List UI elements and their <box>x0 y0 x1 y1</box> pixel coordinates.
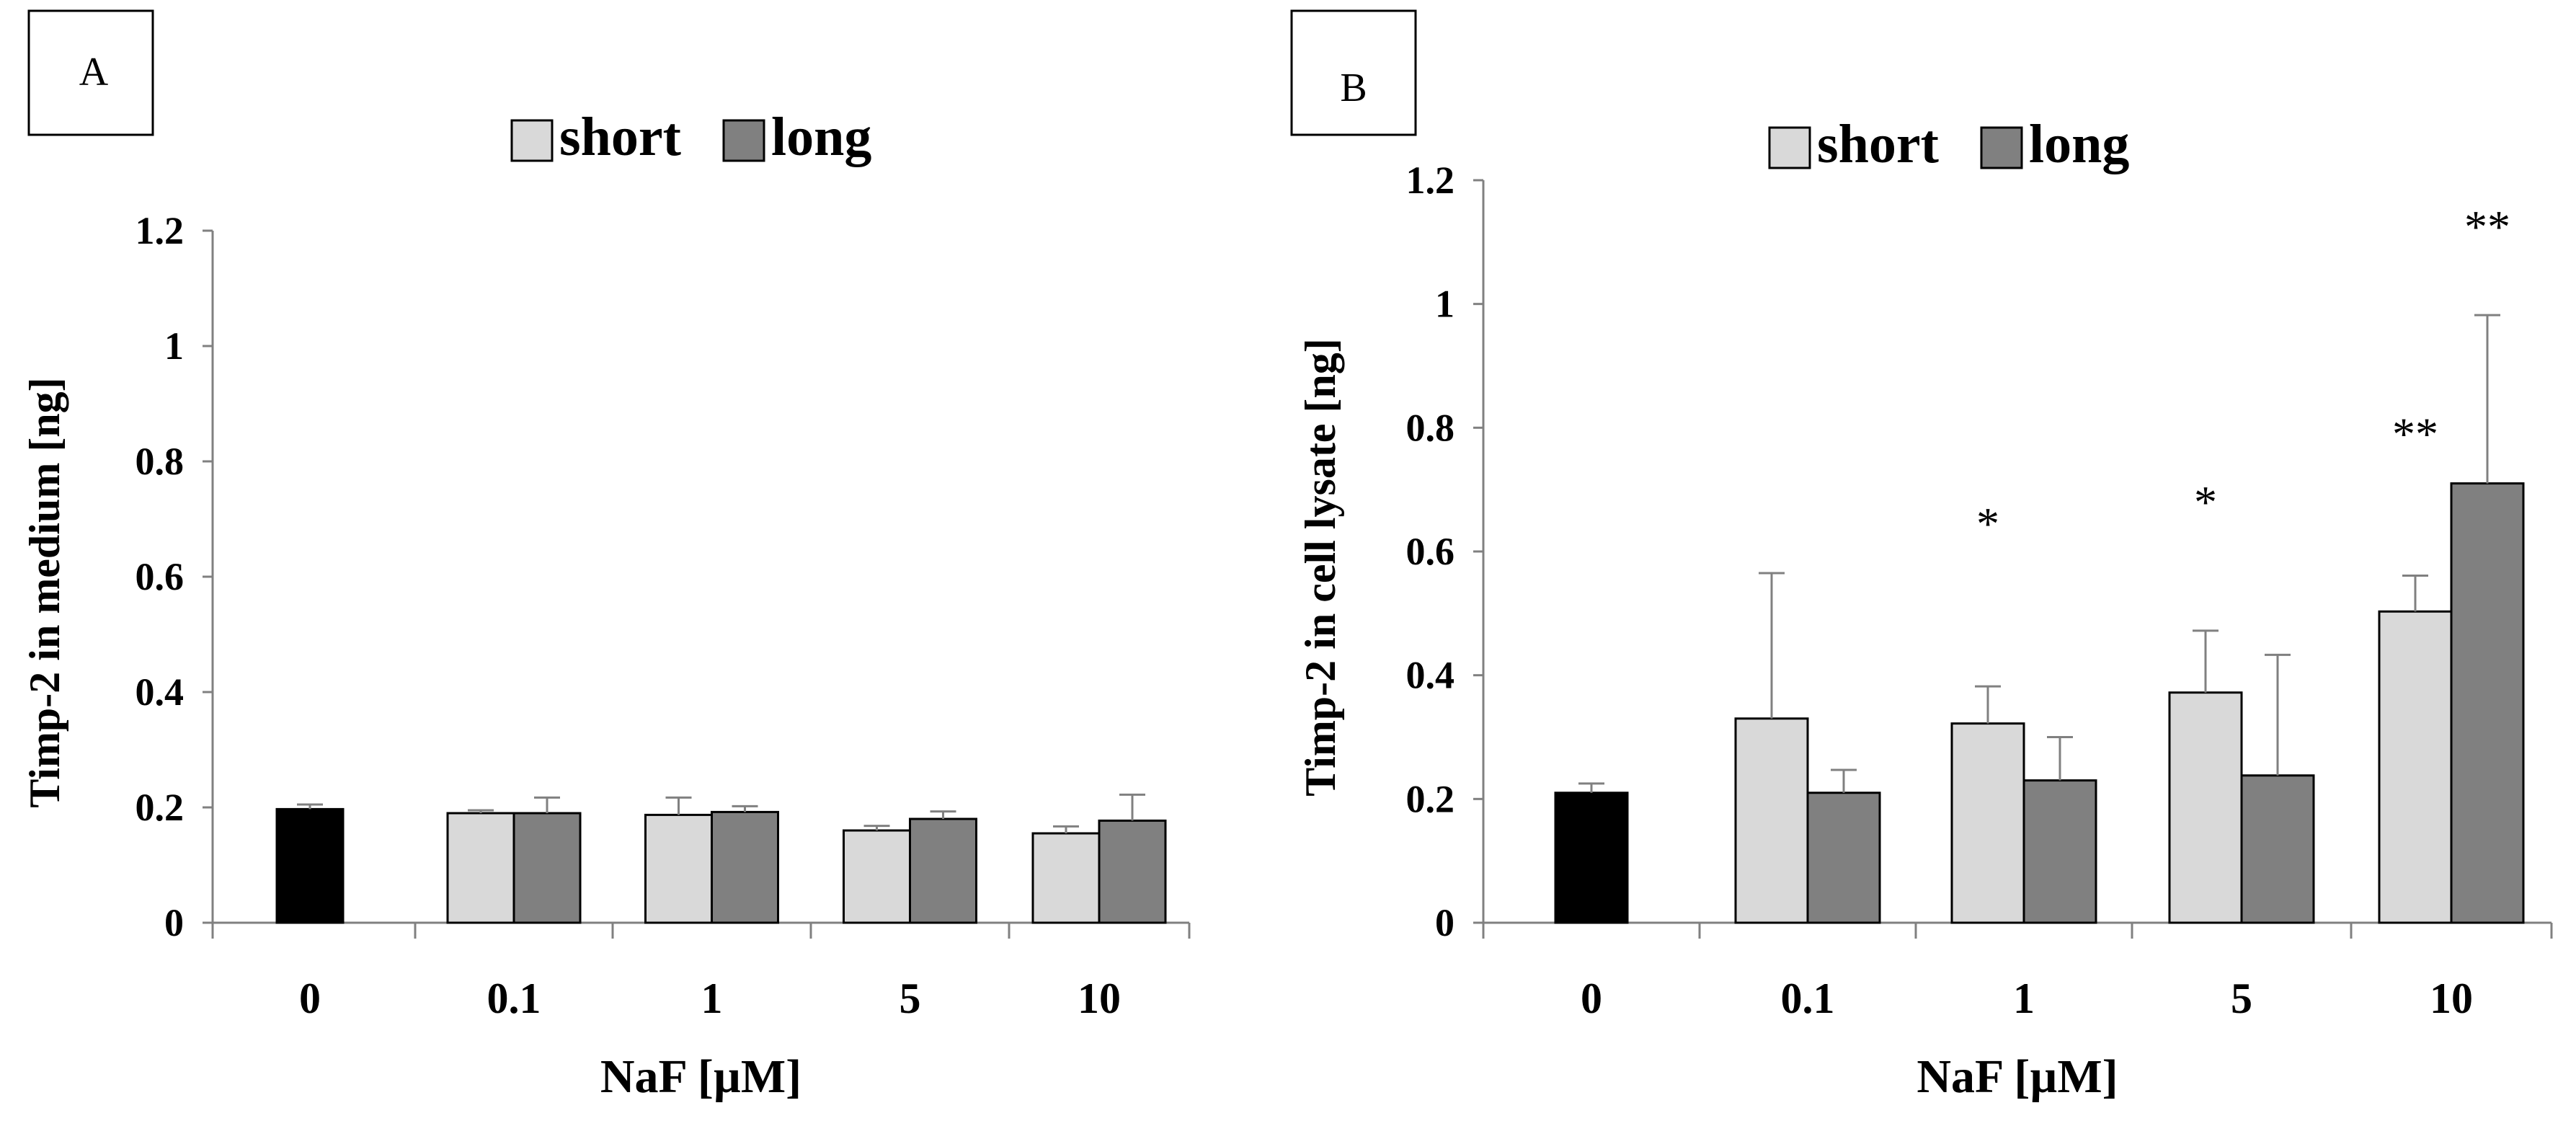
y-tick-label: 1.2 <box>1406 159 1455 202</box>
legend-label-short: short <box>1817 114 1939 174</box>
bar-short <box>1031 832 1101 924</box>
bar-long <box>2240 774 2315 924</box>
legend-label-long: long <box>771 107 871 167</box>
legend-swatch-short <box>1768 126 1811 169</box>
bar-short <box>1950 722 2025 924</box>
y-tick-label: 0.8 <box>1406 406 1455 449</box>
bar-short <box>446 812 515 924</box>
significance-marker: ** <box>2392 408 2438 459</box>
y-tick-label: 0.6 <box>1406 530 1455 573</box>
x-tick-label: 0 <box>1581 975 1602 1022</box>
x-axis-title: NaF [µM] <box>1917 1050 2118 1103</box>
y-tick-label: 0.4 <box>136 670 185 714</box>
x-tick-label: 1 <box>2013 975 2035 1022</box>
panel-b-chart: B 0 0.2 0.4 0.6 0.8 1 1.2 0 0.1 1 5 10 NaF [µM] Timp-2… <box>1290 9 2553 1103</box>
y-tick-label: 1 <box>1435 283 1454 326</box>
bar-long <box>1806 792 1881 924</box>
bar-control <box>1554 792 1629 924</box>
y-tick-label: 1.2 <box>136 209 185 252</box>
x-tick-label: 5 <box>2231 975 2252 1022</box>
y-tick-label: 0 <box>1435 901 1454 944</box>
y-tick-label: 0.6 <box>136 555 185 598</box>
significance-marker: * <box>2194 477 2217 528</box>
legend-swatch-long <box>1980 126 2023 169</box>
legend-swatch-short <box>510 119 554 162</box>
bar-long <box>512 812 582 924</box>
bar-short <box>2168 691 2243 924</box>
y-tick-label: 0 <box>164 901 184 944</box>
x-tick-label: 0.1 <box>487 975 541 1022</box>
x-tick-label: 10 <box>2430 975 2473 1022</box>
bar-long <box>2450 482 2525 924</box>
significance-marker: * <box>1976 498 1999 549</box>
x-tick-label: 1 <box>701 975 723 1022</box>
panel-label-box <box>1290 9 1417 136</box>
y-tick-label: 1 <box>164 324 184 368</box>
x-tick-label: 0 <box>299 975 321 1022</box>
bar-control <box>275 807 345 924</box>
panel-a-chart: A 0 0.2 0.4 0.6 0.8 1 1.2 0 0.1 1 5 10 NaF [µM] Timp-2… <box>21 9 1191 1103</box>
x-axis-title: NaF [µM] <box>600 1050 801 1103</box>
x-tick-label: 10 <box>1078 975 1121 1022</box>
bar-short <box>644 813 713 924</box>
x-tick-label: 5 <box>900 975 921 1022</box>
y-tick-label: 0.8 <box>136 440 185 483</box>
y-tick-label: 0.4 <box>1406 654 1455 697</box>
bar-long <box>711 810 779 924</box>
bar-short <box>1734 717 1809 924</box>
significance-marker: ** <box>2464 201 2510 252</box>
legend-label-short: short <box>559 107 681 167</box>
y-axis-title: Timp-2 in cell lysate [ng] <box>1297 338 1344 797</box>
panel-label: A <box>79 50 109 94</box>
bar-long <box>2022 779 2097 924</box>
panel-label-box <box>27 9 154 136</box>
panel-label: B <box>1340 66 1367 110</box>
bar-long <box>1098 819 1167 924</box>
bar-short <box>2378 610 2453 924</box>
bar-long <box>909 817 977 924</box>
legend-label-long: long <box>2029 114 2129 174</box>
y-tick-label: 0.2 <box>1406 777 1455 820</box>
y-tick-label: 0.2 <box>136 786 185 829</box>
x-tick-label: 0.1 <box>1781 975 1835 1022</box>
bar-short <box>843 829 911 924</box>
legend-swatch-long <box>722 119 765 162</box>
y-axis-title: Timp-2 in medium [ng] <box>21 377 68 807</box>
